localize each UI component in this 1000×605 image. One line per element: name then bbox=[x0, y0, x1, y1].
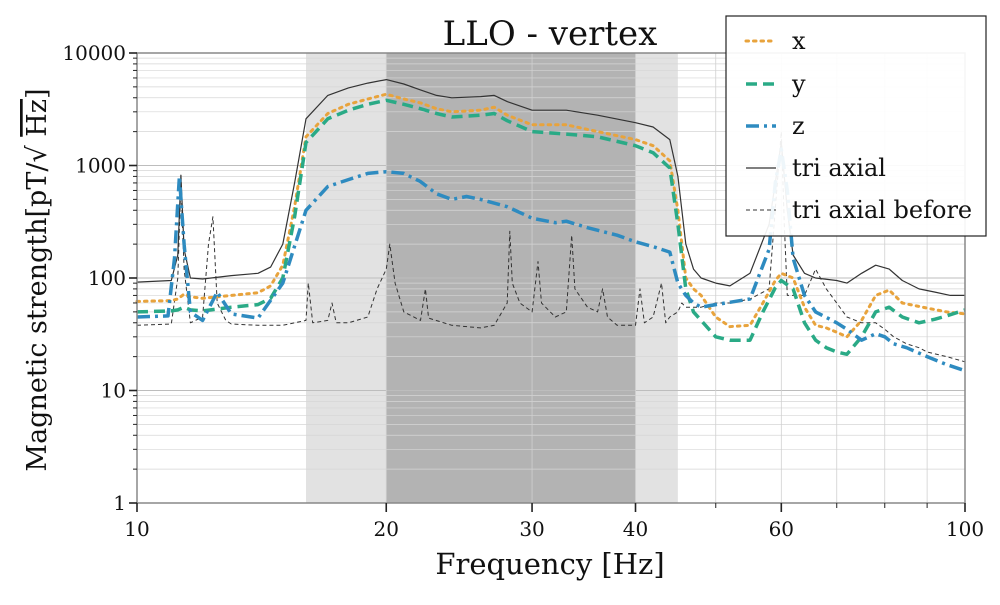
y-tick-label: 1 bbox=[113, 491, 126, 515]
legend-label-y: y bbox=[791, 70, 806, 98]
y-axis-label-sqrt-arg: Hz bbox=[22, 99, 53, 137]
series-line-tri-axial-before bbox=[136, 131, 966, 363]
y-tick-label: 10 bbox=[101, 379, 126, 403]
y-tick-label: 1000 bbox=[75, 154, 126, 178]
legend: xyz tri axial tri axial before bbox=[725, 15, 987, 237]
series-line-z bbox=[136, 147, 966, 373]
y-tick-label: 10000 bbox=[62, 41, 126, 65]
legend-label-tri-axial-before: tri axial before bbox=[792, 196, 972, 224]
x-tick-label: 40 bbox=[623, 517, 648, 541]
legend-box bbox=[725, 15, 987, 237]
y-axis-label: Magnetic strength[pT/√ Hz] bbox=[22, 88, 53, 471]
x-tick-label: 60 bbox=[769, 517, 794, 541]
x-tick-label: 100 bbox=[946, 517, 984, 541]
legend-label-tri-axial: tri axial bbox=[792, 154, 886, 182]
series-line-x bbox=[135, 92, 967, 339]
legend-label-z: z bbox=[792, 112, 805, 140]
y-axis-label-text: Magnetic strength[pT/√ bbox=[22, 145, 53, 472]
x-tick-label: 30 bbox=[519, 517, 544, 541]
chart-title: LLO - vertex bbox=[443, 14, 658, 54]
y-axis-label-close: ] bbox=[22, 88, 53, 99]
legend-label-x: x bbox=[792, 27, 806, 55]
series-line-y bbox=[136, 98, 966, 357]
y-tick-label: 100 bbox=[88, 266, 126, 290]
x-axis-label: Frequency [Hz] bbox=[435, 547, 664, 581]
x-tick-label: 20 bbox=[374, 517, 399, 541]
series-lines bbox=[135, 79, 967, 373]
series-line-tri-axial bbox=[136, 79, 965, 296]
x-tick-label: 10 bbox=[124, 517, 149, 541]
